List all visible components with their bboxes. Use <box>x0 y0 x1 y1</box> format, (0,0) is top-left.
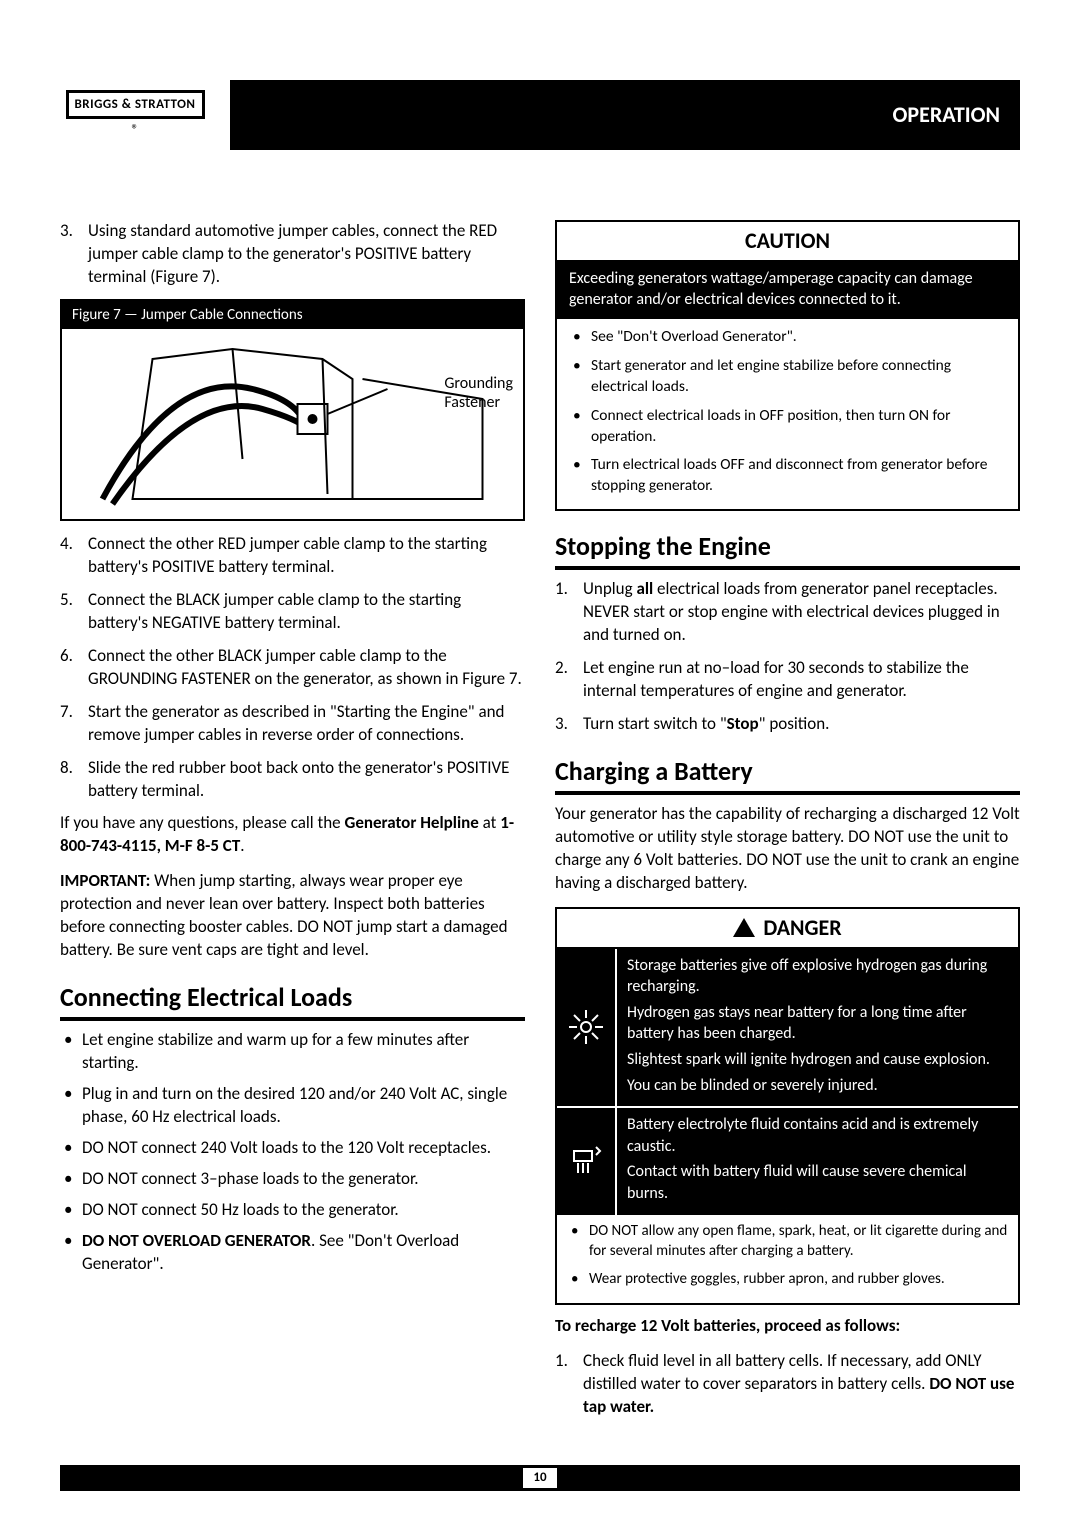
figure-callout: Grounding Fastener <box>444 374 513 412</box>
jumper-cable-illustration <box>62 329 523 519</box>
danger-box: DANGER Storage batteries give off explos… <box>555 907 1020 1305</box>
caution-title: CAUTION <box>557 222 1018 260</box>
caution-bullets: See "Don't Overload Generator". Start ge… <box>557 319 1018 509</box>
figure-title: Figure 7 — Jumper Cable Connections <box>62 301 523 329</box>
charging-intro: Your generator has the capability of rec… <box>555 803 1020 895</box>
helpline-paragraph: If you have any questions, please call t… <box>60 812 525 858</box>
left-column: 3.Using standard automotive jumper cable… <box>60 220 525 1429</box>
brand-logo: BRIGGS & STRATTON ® <box>60 80 210 150</box>
figure-illustration: Grounding Fastener <box>62 329 523 519</box>
danger-title: DANGER <box>557 909 1018 949</box>
caution-box: CAUTION Exceeding generators wattage/amp… <box>555 220 1020 511</box>
content-columns: 3.Using standard automotive jumper cable… <box>60 220 1020 1429</box>
heading-charging-battery: Charging a Battery <box>555 754 1020 795</box>
section-label: OPERATION <box>893 100 1000 130</box>
important-paragraph: IMPORTANT: When jump starting, always we… <box>60 870 525 962</box>
page-number: 10 <box>523 1468 556 1488</box>
corrosive-hand-icon <box>557 1108 617 1214</box>
recharge-heading: To recharge 12 Volt batteries, proceed a… <box>555 1315 1020 1338</box>
warning-triangle-icon <box>733 918 755 937</box>
recharge-steps: 1.Check fluid level in all battery cells… <box>555 1350 1020 1419</box>
jumper-steps-a: 3.Using standard automotive jumper cable… <box>60 220 525 289</box>
brand-logo-text: BRIGGS & STRATTON <box>66 90 205 120</box>
jumper-steps-b: 4.Connect the other RED jumper cable cla… <box>60 533 525 802</box>
danger-black-section: Storage batteries give off explosive hyd… <box>557 949 1018 1215</box>
registered-mark: ® <box>131 121 138 140</box>
header-bar: OPERATION <box>230 80 1020 150</box>
stopping-steps: 1.Unplug all electrical loads from gener… <box>555 578 1020 736</box>
heading-stopping-engine: Stopping the Engine <box>555 529 1020 570</box>
loads-bullets: Let engine stabilize and warm up for a f… <box>60 1029 525 1275</box>
caution-body: Exceeding generators wattage/amperage ca… <box>557 260 1018 319</box>
right-column: CAUTION Exceeding generators wattage/amp… <box>555 220 1020 1429</box>
header-row: BRIGGS & STRATTON ® OPERATION <box>60 80 1020 150</box>
heading-connecting-loads: Connecting Electrical Loads <box>60 980 525 1021</box>
figure-7: Figure 7 — Jumper Cable Connections Grou… <box>60 299 525 521</box>
explosion-icon <box>557 949 617 1107</box>
danger-bullets: DO NOT allow any open flame, spark, heat… <box>557 1215 1018 1304</box>
page-footer: 10 <box>60 1465 1020 1491</box>
